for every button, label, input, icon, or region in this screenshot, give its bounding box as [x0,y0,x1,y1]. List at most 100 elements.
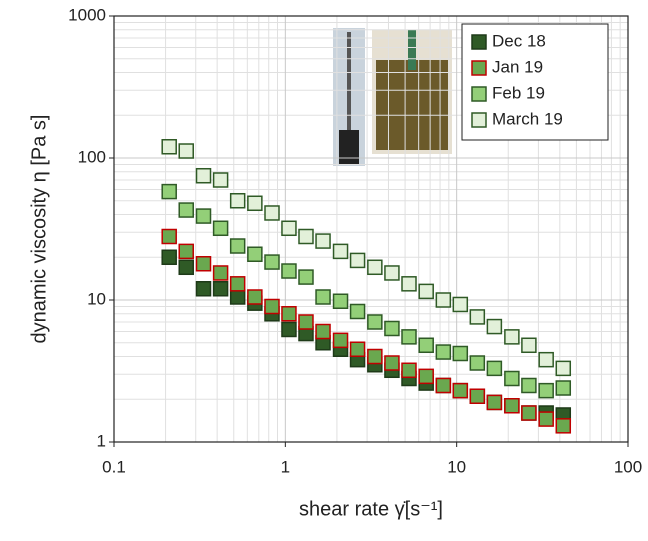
data-point [504,329,520,345]
data-point [195,208,212,224]
data-point [486,360,503,377]
data-point [452,382,469,399]
data-point [281,263,297,279]
data-point [384,355,400,371]
data-point [555,360,572,377]
data-point [178,243,194,260]
data-point [538,351,554,368]
data-point [264,205,280,221]
data-point [332,332,349,349]
data-point [298,228,314,245]
data-point [384,320,400,337]
data-point [264,254,280,270]
data-point [178,143,194,159]
data-point [384,265,400,281]
data-point [521,405,537,421]
data-point [401,362,417,379]
data-point [247,246,263,262]
data-point [332,243,349,260]
data-point [367,348,383,365]
data-point [195,256,212,272]
data-point [435,377,452,394]
data-point [212,265,229,281]
data-point [349,252,366,269]
data-point [247,195,263,212]
data-point [367,314,383,330]
data-point [435,292,452,308]
data-point [418,368,434,385]
data-point [212,172,229,188]
inset-photos [333,28,452,166]
data-point [229,238,246,254]
data-point [161,183,177,200]
data-point [195,167,212,184]
legend-swatch [471,34,487,50]
data-point [281,306,297,322]
x-tick-label: 0.1 [102,457,126,476]
legend-label: Dec 18 [492,31,546,50]
y-tick-label: 10 [87,289,106,308]
data-point [264,298,280,315]
data-point [469,355,486,371]
data-point [161,228,177,245]
data-point [504,398,520,414]
y-tick-label: 1000 [68,5,106,24]
data-point [229,192,246,209]
data-point [452,296,469,313]
data-point [521,377,537,394]
data-point [178,202,194,218]
x-tick-label: 1 [281,457,290,476]
data-point [195,281,212,297]
data-point [315,233,331,249]
x-tick-label: 10 [447,457,466,476]
data-point [161,139,177,155]
legend-swatch [471,60,487,76]
data-point [486,394,503,411]
data-point [555,380,572,396]
y-tick-label: 1 [97,431,106,450]
data-point [452,345,469,362]
y-tick-label: 100 [78,147,106,166]
data-point [178,259,194,276]
data-point [281,220,297,237]
data-point [538,411,554,427]
data-point [315,323,331,340]
data-point [212,281,229,297]
y-axis-title: dynamic viscosity η [Pa s] [28,115,50,344]
data-point [161,249,177,266]
data-point [229,276,246,292]
data-point [315,289,331,305]
data-point [229,289,246,305]
data-point [538,382,554,399]
data-point [332,293,349,309]
data-point [349,303,366,320]
grid [113,15,629,443]
data-point [555,418,572,434]
data-point [247,289,263,305]
legend-swatch [471,86,487,102]
data-point [367,259,383,276]
x-axis-title: shear rate γ̇[s⁻¹] [299,498,443,520]
data-point [401,276,417,292]
data-point [401,329,417,345]
data-point [435,344,452,360]
data-point [469,309,486,325]
data-point [504,370,520,387]
data-point [418,283,434,300]
data-point [349,341,366,357]
plot-frame [113,15,629,443]
data-point [418,337,434,354]
legend-label: March 19 [492,109,563,128]
data-point [521,337,537,354]
data-point [212,220,229,237]
x-tick-label: 100 [614,457,642,476]
legend: Dec 18 Jan 19 Feb 19 March 19 [461,23,609,141]
data-point [298,269,314,285]
data-point [486,318,503,335]
legend-swatch [471,112,487,128]
data-point [469,388,486,404]
legend-label: Jan 19 [492,57,543,76]
data-point [281,321,297,338]
data-point [298,314,314,330]
